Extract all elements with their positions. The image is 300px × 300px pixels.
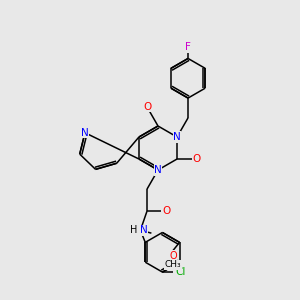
Text: N: N (154, 165, 162, 175)
Text: O: O (192, 154, 200, 164)
Text: CH₃: CH₃ (165, 260, 181, 269)
Text: O: O (169, 250, 177, 261)
Text: Cl: Cl (176, 267, 186, 277)
Text: O: O (143, 102, 151, 112)
Text: N: N (173, 132, 181, 142)
Text: H: H (130, 225, 137, 235)
Text: N: N (81, 128, 89, 138)
Text: F: F (185, 43, 191, 52)
Text: N: N (140, 225, 147, 235)
Text: O: O (162, 206, 170, 216)
